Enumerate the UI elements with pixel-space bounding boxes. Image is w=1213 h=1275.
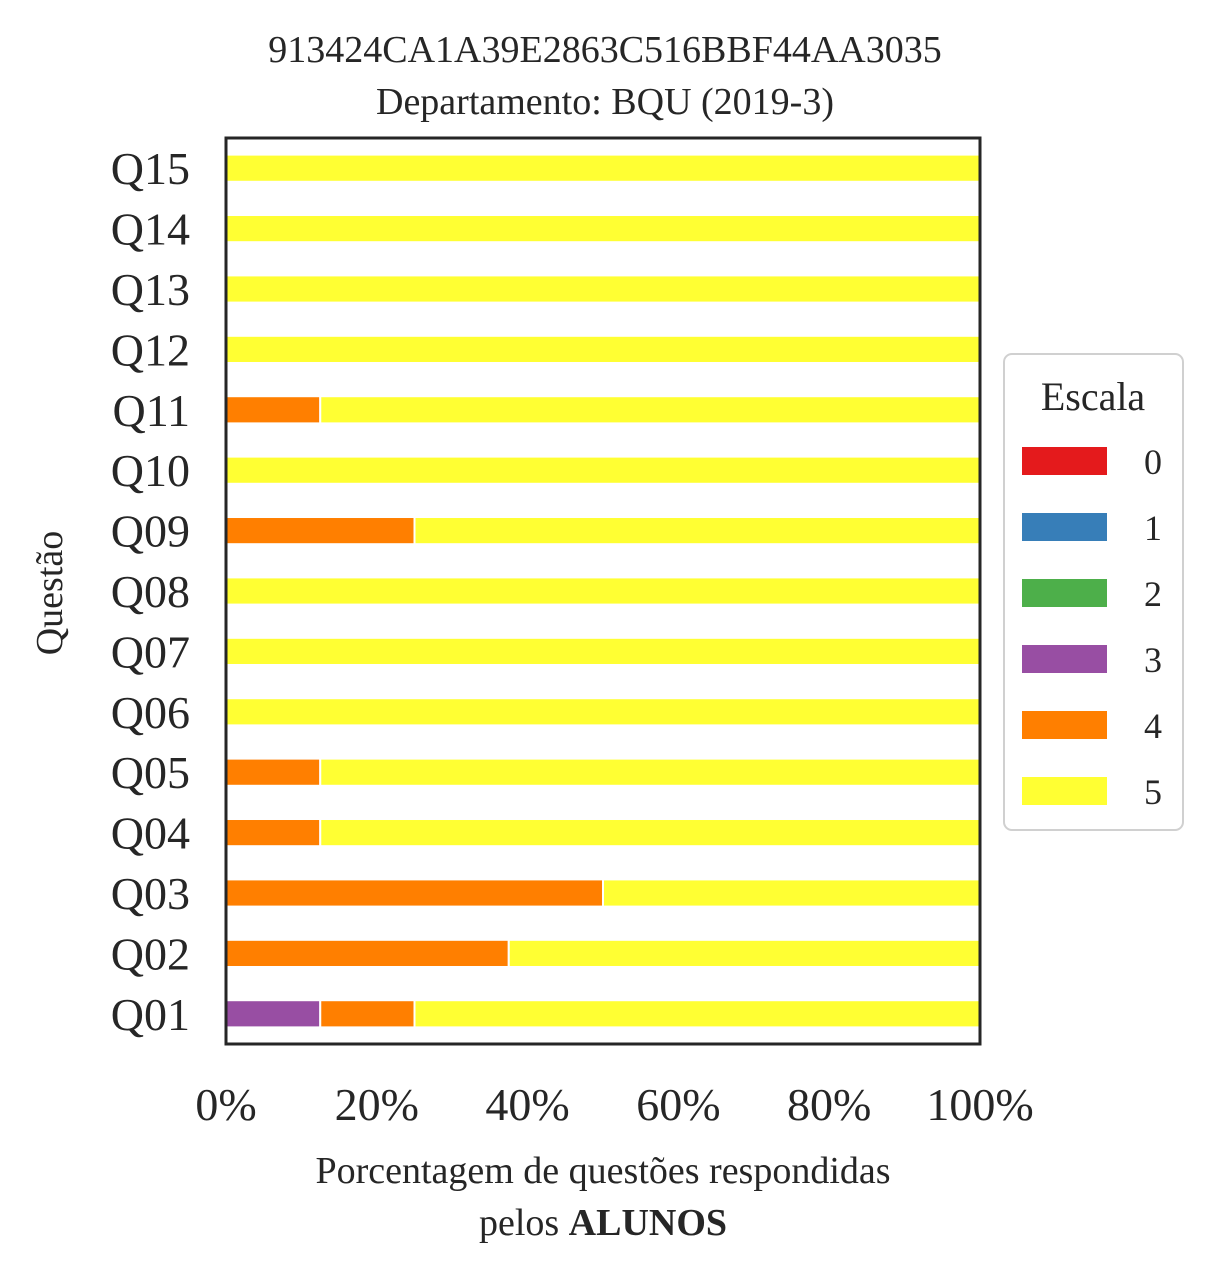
bar-q01-escala-5 bbox=[413, 999, 981, 1029]
bar-q03-escala-5 bbox=[602, 878, 981, 908]
bar-q11-escala-4 bbox=[225, 395, 322, 425]
x-tick-0pct: 0% bbox=[195, 1079, 256, 1130]
x-tick-40pct: 40% bbox=[485, 1079, 569, 1130]
legend-swatch-5 bbox=[1022, 777, 1107, 805]
bar-q02-escala-4 bbox=[225, 938, 510, 968]
y-tick-q10: Q10 bbox=[111, 445, 190, 496]
bar-q03-escala-4 bbox=[225, 878, 604, 908]
bar-q10-escala-5 bbox=[225, 455, 981, 485]
legend-title: Escala bbox=[1041, 374, 1146, 419]
y-tick-q08: Q08 bbox=[111, 566, 190, 617]
bar-q15-escala-5 bbox=[225, 153, 981, 183]
x-tick-100pct: 100% bbox=[926, 1079, 1033, 1130]
bar-q05-escala-4 bbox=[225, 757, 322, 787]
y-tick-q12: Q12 bbox=[111, 324, 190, 375]
bar-q04-escala-5 bbox=[319, 818, 981, 848]
bar-q14-escala-5 bbox=[225, 214, 981, 244]
legend-swatch-0 bbox=[1022, 447, 1107, 475]
y-tick-q06: Q06 bbox=[111, 687, 190, 738]
bar-q04-escala-4 bbox=[225, 818, 322, 848]
bar-q09-escala-5 bbox=[413, 516, 981, 546]
legend-label-3: 3 bbox=[1144, 640, 1162, 680]
bar-q13-escala-5 bbox=[225, 274, 981, 304]
y-tick-q04: Q04 bbox=[111, 808, 190, 859]
plot-frame bbox=[224, 136, 982, 1046]
bar-q11-escala-5 bbox=[319, 395, 981, 425]
legend-label-0: 0 bbox=[1144, 442, 1162, 482]
x-tick-80pct: 80% bbox=[787, 1079, 871, 1130]
bars-group bbox=[225, 153, 981, 1029]
y-tick-q05: Q05 bbox=[111, 747, 190, 798]
bar-q01-escala-3 bbox=[225, 999, 322, 1029]
bar-q05-escala-5 bbox=[319, 757, 981, 787]
y-tick-q11: Q11 bbox=[112, 385, 190, 436]
x-tick-labels: 0% 20% 40% 60% 80% 100% bbox=[195, 1079, 1033, 1130]
legend-label-2: 2 bbox=[1144, 574, 1162, 614]
y-tick-q01: Q01 bbox=[111, 989, 190, 1040]
chart-title-line1: 913424CA1A39E2863C516BBF44AA3035 bbox=[268, 29, 942, 71]
y-tick-q02: Q02 bbox=[111, 928, 190, 979]
x-tick-60pct: 60% bbox=[636, 1079, 720, 1130]
legend-swatch-4 bbox=[1022, 711, 1107, 739]
bar-q01-escala-4 bbox=[319, 999, 416, 1029]
y-tick-q13: Q13 bbox=[111, 264, 190, 315]
bar-q08-escala-5 bbox=[225, 576, 981, 606]
bar-q12-escala-5 bbox=[225, 334, 981, 364]
legend-swatch-2 bbox=[1022, 579, 1107, 607]
chart-title-line2: Departamento: BQU (2019-3) bbox=[376, 81, 834, 123]
bar-q09-escala-4 bbox=[225, 516, 416, 546]
x-axis-label-prefix: pelos bbox=[479, 1202, 569, 1244]
x-axis-label-line1: Porcentagem de questões respondidas bbox=[315, 1150, 890, 1192]
x-tick-20pct: 20% bbox=[335, 1079, 419, 1130]
x-axis-label-bold: ALUNOS bbox=[569, 1202, 727, 1244]
y-tick-q14: Q14 bbox=[111, 204, 190, 255]
y-axis-label: Questão bbox=[29, 531, 71, 656]
y-tick-q15: Q15 bbox=[111, 143, 190, 194]
y-tick-q09: Q09 bbox=[111, 506, 190, 557]
bar-q07-escala-5 bbox=[225, 636, 981, 666]
bar-q06-escala-5 bbox=[225, 697, 981, 727]
legend-items: 0 1 2 3 4 5 bbox=[1022, 442, 1162, 812]
legend-label-4: 4 bbox=[1144, 706, 1162, 746]
y-tick-q07: Q07 bbox=[111, 626, 190, 677]
y-tick-q03: Q03 bbox=[111, 868, 190, 919]
legend: Escala 0 1 2 3 4 5 bbox=[1003, 353, 1184, 831]
legend-label-5: 5 bbox=[1144, 772, 1162, 812]
bar-q02-escala-5 bbox=[507, 938, 981, 968]
y-tick-labels: Q01 Q02 Q03 Q04 Q05 Q06 Q07 Q08 Q09 Q10 Q11 Q12 Q13 Q… bbox=[111, 143, 190, 1040]
legend-swatch-1 bbox=[1022, 513, 1107, 541]
legend-swatch-3 bbox=[1022, 645, 1107, 673]
legend-label-1: 1 bbox=[1144, 508, 1162, 548]
x-axis-label-line2: pelos ALUNOS bbox=[479, 1202, 727, 1244]
